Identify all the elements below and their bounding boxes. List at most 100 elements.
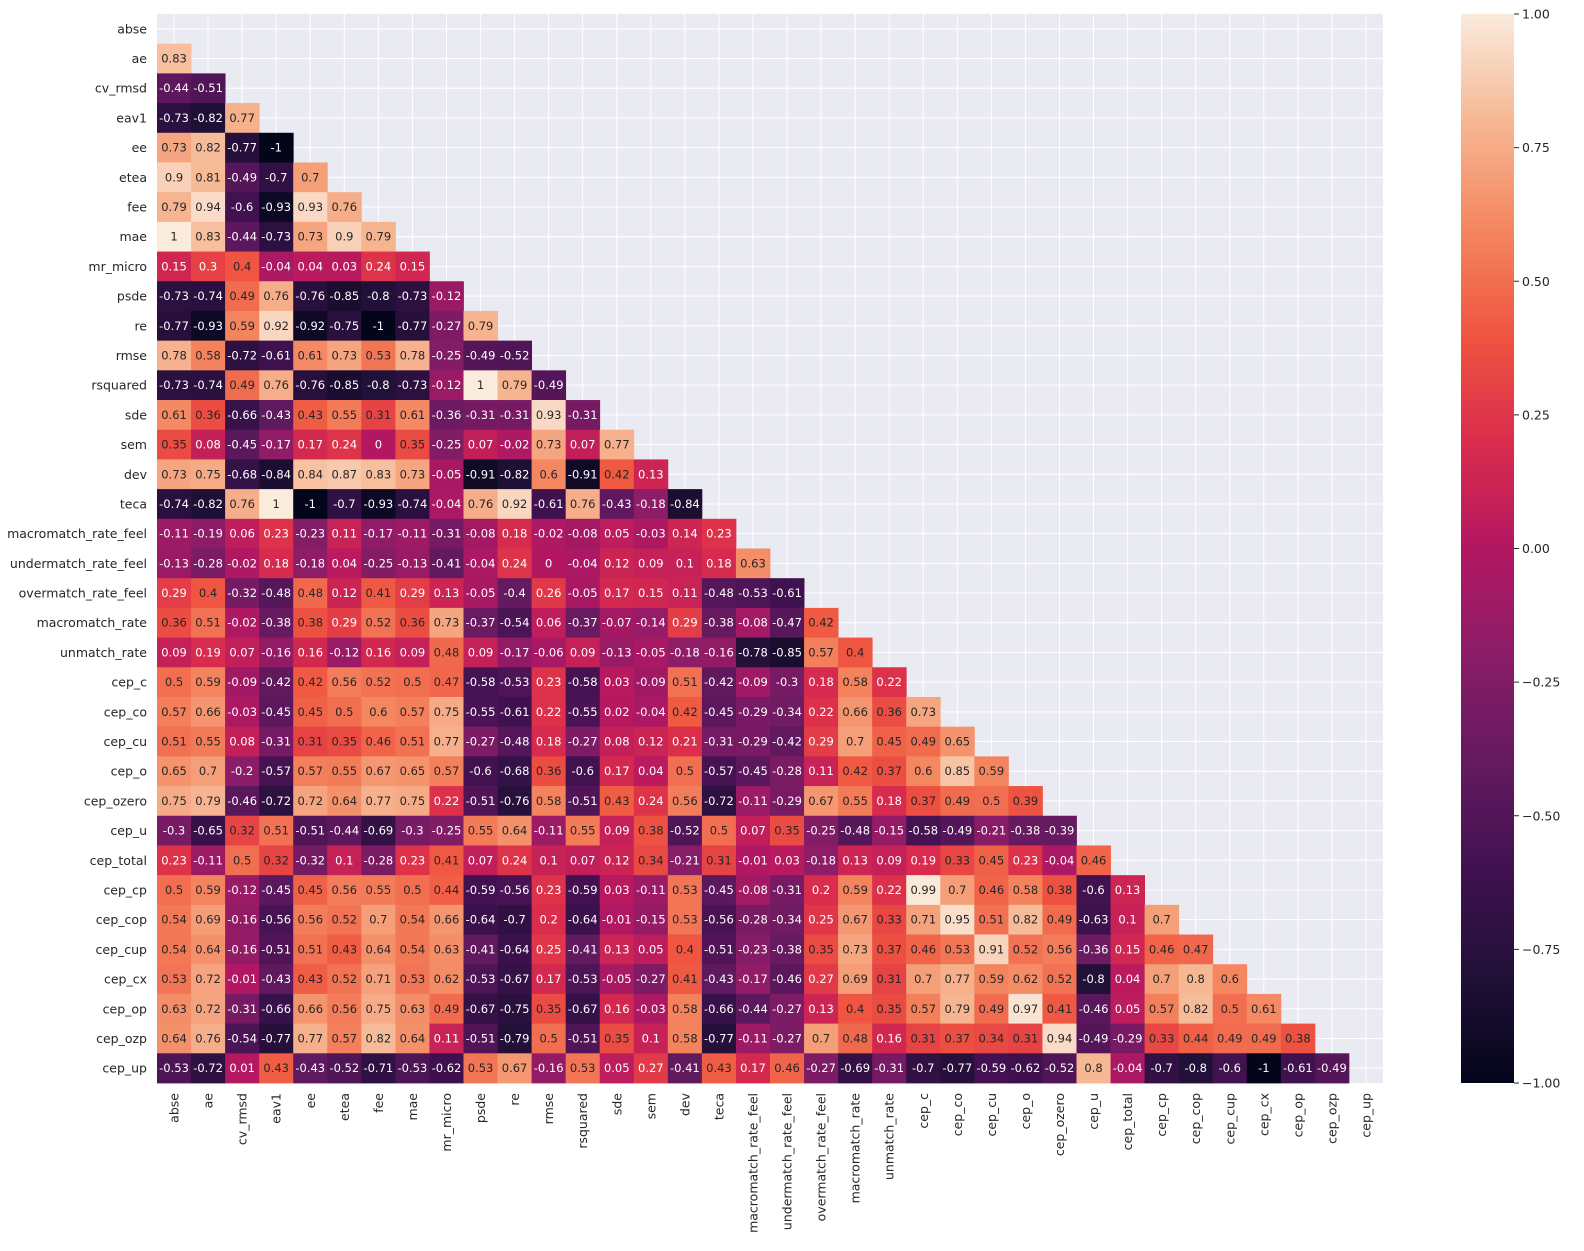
heatmap-cell [429,964,464,995]
heatmap-cell [395,904,430,935]
heatmap-cell [497,370,533,401]
heatmap-cell [701,1023,737,1054]
heatmap-cell [804,667,839,698]
cell-value: 0.5 [710,824,728,838]
cell-value: -0.67 [500,972,530,986]
cell-value: -0.18 [295,556,325,570]
cell-value: 0.16 [297,645,323,659]
cell-value: -0.05 [432,467,462,481]
heatmap-cell [395,875,430,906]
cell-value: -0.31 [772,883,802,897]
cell-value: -0.31 [227,1002,257,1016]
heatmap-cell [157,786,192,817]
cell-value: 0.82 [1183,1002,1209,1016]
heatmap-cell [293,281,328,312]
heatmap-cell [633,815,669,846]
cell-value: -0.75 [329,319,359,333]
heatmap-cell [327,310,362,342]
y-tick-label: dev [124,467,148,482]
cell-value: 0.15 [161,259,187,273]
heatmap-cell [735,964,771,995]
cell-value: 0.59 [229,319,255,333]
cell-value: -0.58 [908,824,938,838]
cell-value: -0.75 [500,1002,530,1016]
heatmap-cell [531,993,567,1025]
heatmap-cell [1008,904,1043,935]
colorbar: 1.00 0.75 0.50 0.25 0.00 −0.25 −0.50 −0.75 −1.00 [1461,7,1560,1091]
heatmap-cell [633,845,669,876]
cell-value: 0.76 [468,497,494,511]
heatmap-cell [1144,1023,1180,1054]
heatmap-cell [497,875,533,906]
heatmap-cell [293,637,328,668]
cell-value: 0.67 [366,764,392,778]
y-tick-label: cep_op [103,1001,147,1016]
cell-value: 0.22 [876,883,902,897]
x-tick-label: cep_u [1086,1093,1101,1130]
cell-value: 0.48 [434,645,460,659]
cell-value: 0.7 [1152,972,1170,986]
heatmap-cell [293,696,328,728]
heatmap-cell [1314,1053,1350,1084]
cell-value: 0.12 [604,853,630,867]
cell-value: -0.69 [840,1061,870,1075]
cell-value: 0.81 [195,170,221,184]
heatmap-cell [770,756,805,787]
heatmap-cell [701,726,737,757]
heatmap-cell [497,489,533,520]
heatmap-cell [701,934,737,965]
cell-value: 0.18 [808,675,834,689]
cell-value: 0.35 [536,1002,562,1016]
cell-value: 0.25 [536,942,562,956]
cell-value: 0.38 [638,824,664,838]
cell-value: 0.78 [400,348,426,362]
cell-value: 0.24 [638,794,664,808]
cell-value: 0.61 [400,408,426,422]
x-tick-label: teca [711,1093,726,1120]
heatmap-cell [191,964,226,995]
cell-value: -0.16 [227,942,257,956]
cell-value: 0.04 [638,764,664,778]
heatmap-cell [259,637,294,668]
cell-value: -0.59 [976,1061,1006,1075]
cell-value: -0.3 [163,824,185,838]
heatmap-cell [1008,875,1043,906]
heatmap-cell [1008,964,1043,995]
cell-value: -0.51 [193,81,223,95]
heatmap-cell [804,815,839,846]
heatmap-cell [633,1053,669,1084]
cell-value: 0.12 [638,735,664,749]
colorbar-gradient [1461,14,1514,1083]
cell-value: -0.28 [772,764,802,778]
cell-value: 0.7 [199,764,217,778]
heatmap-cell [157,726,192,757]
heatmap-cell [735,637,771,668]
cell-value: 0.27 [638,1061,664,1075]
heatmap-cell [940,934,975,965]
cell-value: -0.16 [261,645,291,659]
cell-value: 0.77 [434,735,460,749]
heatmap-cell [293,162,328,193]
heatmap-cell [191,103,226,134]
heatmap-cell [701,637,737,668]
heatmap-cell [667,845,703,876]
cell-value: 0.46 [1081,853,1107,867]
cell-value: 0.79 [366,230,392,244]
heatmap-cell [157,429,192,460]
cell-value: -0.52 [670,824,700,838]
cell-value: -0.34 [772,913,802,927]
heatmap-cell [395,1053,430,1084]
cell-value: 0.79 [161,200,187,214]
heatmap-cell [327,815,362,846]
cell-value: -0.04 [261,259,291,273]
heatmap-cell [429,696,464,728]
heatmap-cell [191,459,226,490]
heatmap-cell [429,815,464,846]
cell-value: 0.08 [229,735,255,749]
cell-value: 0.3 [199,259,217,273]
heatmap-cell [599,637,635,668]
cell-value: -1 [305,497,316,511]
heatmap-cell [395,489,430,520]
cell-value: -0.65 [193,824,223,838]
cell-value: -0.09 [636,675,666,689]
